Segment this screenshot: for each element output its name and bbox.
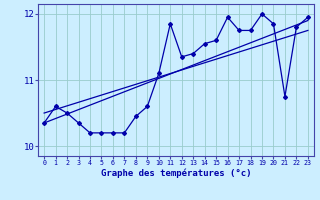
X-axis label: Graphe des températures (°c): Graphe des températures (°c)	[101, 169, 251, 178]
